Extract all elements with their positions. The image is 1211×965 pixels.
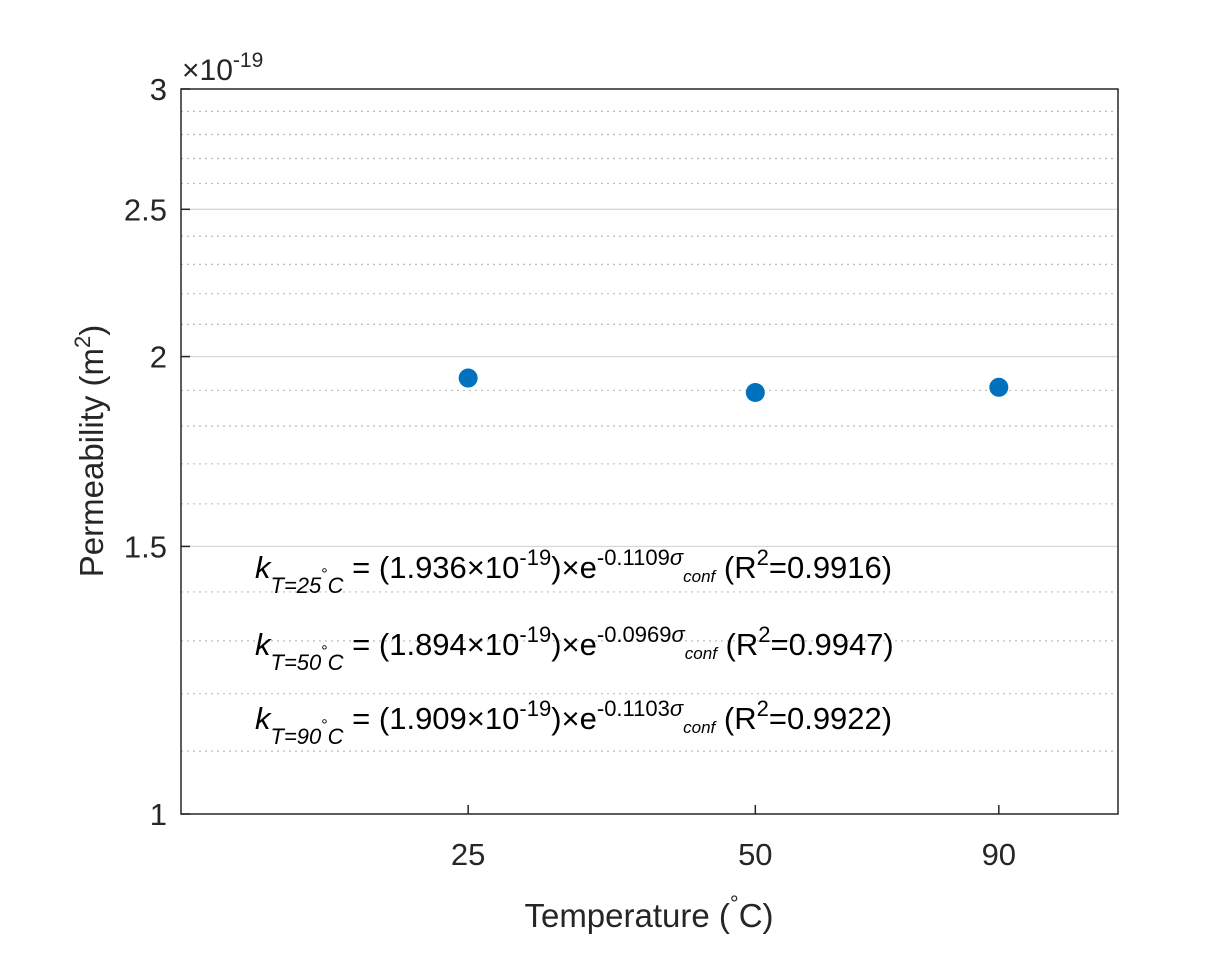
equation-sigma: σ [670,545,684,570]
equation-coefficient: = (1.936 [344,550,467,585]
x-axis-label: Temperature (°C) [524,891,773,934]
x-axis-label-main: Temperature ( [524,897,729,934]
data-point [745,383,765,403]
x-axis-label-degree: ° [730,891,739,916]
equation-exp-coef: -0.0969 [597,622,672,647]
equation-sigma: σ [672,622,686,647]
equation-line: kT=50°C = (1.894×10-19)×e-0.0969σconf (R… [255,622,894,675]
equation-subscript-unit: C [328,573,344,598]
equation-sigma: σ [670,696,684,721]
equation-coefficient: = (1.894 [344,627,467,662]
y-axis-label-end: ) [73,325,110,336]
equation-times: × [467,550,485,585]
equation-times: × [562,701,580,736]
x-axis-label-end: C) [739,897,774,934]
equation-r2-value: =0.9922) [769,701,892,736]
equation-subscript-unit: C [328,724,344,749]
data-point [989,377,1009,397]
equation-degree: ° [321,643,327,660]
equation-ten: 10 [485,701,519,736]
equation-exponent: -19 [519,545,551,570]
equation-conf: conf [685,644,719,663]
y-tick-label: 3 [150,72,167,107]
tick-layer: 1 1.5 2 2.5 3 25 50 90 [124,72,1016,872]
equation-times: × [562,627,580,662]
y-axis-label: Permeability (m2) [70,325,110,577]
equation-close-paren: ) [551,550,561,585]
equation-subscript: T=25 [271,573,323,598]
equation-degree: ° [321,566,327,583]
y-tick-label: 2 [150,340,167,375]
equation-r2-sup: 2 [758,622,770,647]
equation-close-paren: ) [551,627,561,662]
plot-area-frame [180,88,1119,815]
y-axis-label-sup: 2 [70,336,95,348]
y-tick-label: 2.5 [124,192,167,227]
y-axis-label-main: Permeability (m [73,348,110,577]
equation-exp-coef: -0.1109 [597,545,670,570]
equation-r2-sup: 2 [757,545,769,570]
equation-k: k [255,550,272,585]
data-point [458,368,478,388]
equation-close-paren: ) [551,701,561,736]
equation-times: × [562,550,580,585]
equation-ten: 10 [485,550,519,585]
equation-ten: 10 [485,627,519,662]
y-multiplier-label: ×10-19 [182,49,263,87]
equation-conf: conf [683,718,717,737]
equation-exp-coef: -0.1103 [597,696,670,721]
equation-line: kT=25°C = (1.936×10-19)×e-0.1109σconf (R… [255,545,892,598]
equation-e: e [580,550,597,585]
grid-layer [181,110,1118,752]
equation-times: × [467,701,485,736]
equation-r2-sup: 2 [757,696,769,721]
equation-r2-open: (R [717,627,758,662]
equation-annotations: kT=25°C = (1.936×10-19)×e-0.1109σconf (R… [255,545,894,749]
equation-exponent: -19 [519,622,551,647]
equation-subscript: T=50 [271,650,323,675]
y-tick-label: 1.5 [124,529,167,564]
x-tick-label: 25 [451,837,485,872]
equation-k: k [255,627,272,662]
x-tick-label: 90 [982,837,1016,872]
equation-subscript-unit: C [328,650,344,675]
equation-line: kT=90°C = (1.909×10-19)×e-0.1103σconf (R… [255,696,892,749]
y-multiplier-exponent: -19 [233,49,263,72]
y-multiplier-base: ×10 [182,54,233,87]
equation-times: × [467,627,485,662]
equation-conf: conf [683,567,717,586]
equation-coefficient: = (1.909 [344,701,467,736]
equation-e: e [580,627,597,662]
equation-k: k [255,701,272,736]
equation-r2-open: (R [715,701,756,736]
equation-exponent: -19 [519,696,551,721]
equation-r2-value: =0.9916) [769,550,892,585]
equation-r2-open: (R [715,550,756,585]
equation-r2-value: =0.9947) [771,627,894,662]
equation-e: e [580,701,597,736]
y-tick-label: 1 [150,797,167,832]
x-tick-label: 50 [738,837,772,872]
equation-subscript: T=90 [271,724,323,749]
data-points [458,368,1009,403]
equation-degree: ° [321,717,327,734]
